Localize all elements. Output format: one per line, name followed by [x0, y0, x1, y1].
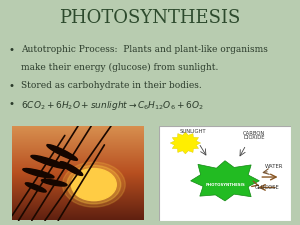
Text: $6CO_2 + 6H_2O + sunlight \rightarrow C_6H_{12}O_6 + 6O_2$: $6CO_2 + 6H_2O + sunlight \rightarrow C_…	[21, 99, 204, 112]
Ellipse shape	[31, 155, 67, 169]
Ellipse shape	[41, 179, 67, 186]
Circle shape	[71, 169, 116, 201]
Text: Autotrophic Process:  Plants and plant-like organisms: Autotrophic Process: Plants and plant-li…	[21, 45, 268, 54]
Text: •: •	[9, 99, 15, 109]
Ellipse shape	[60, 162, 83, 176]
Polygon shape	[170, 132, 201, 154]
Text: PHOTOSYNTHESIS: PHOTOSYNTHESIS	[205, 182, 245, 187]
Text: Stored as carbohydrate in their bodies.: Stored as carbohydrate in their bodies.	[21, 81, 202, 90]
Text: make their energy (glucose) from sunlight.: make their energy (glucose) from sunligh…	[21, 63, 218, 72]
Polygon shape	[191, 161, 259, 201]
Ellipse shape	[47, 145, 77, 160]
Text: •: •	[9, 81, 15, 91]
Text: CARBON: CARBON	[243, 130, 265, 135]
Text: •: •	[9, 45, 15, 55]
Text: DIOXIDE: DIOXIDE	[243, 135, 265, 140]
Text: PHOTOSYNTHESIS: PHOTOSYNTHESIS	[59, 9, 241, 27]
Text: SUNLIGHT: SUNLIGHT	[180, 129, 207, 134]
Circle shape	[67, 165, 121, 204]
Circle shape	[62, 162, 125, 207]
Text: GLUCOSE: GLUCOSE	[255, 185, 280, 190]
Text: WATER: WATER	[265, 164, 283, 169]
Ellipse shape	[26, 183, 46, 192]
Ellipse shape	[23, 169, 54, 178]
